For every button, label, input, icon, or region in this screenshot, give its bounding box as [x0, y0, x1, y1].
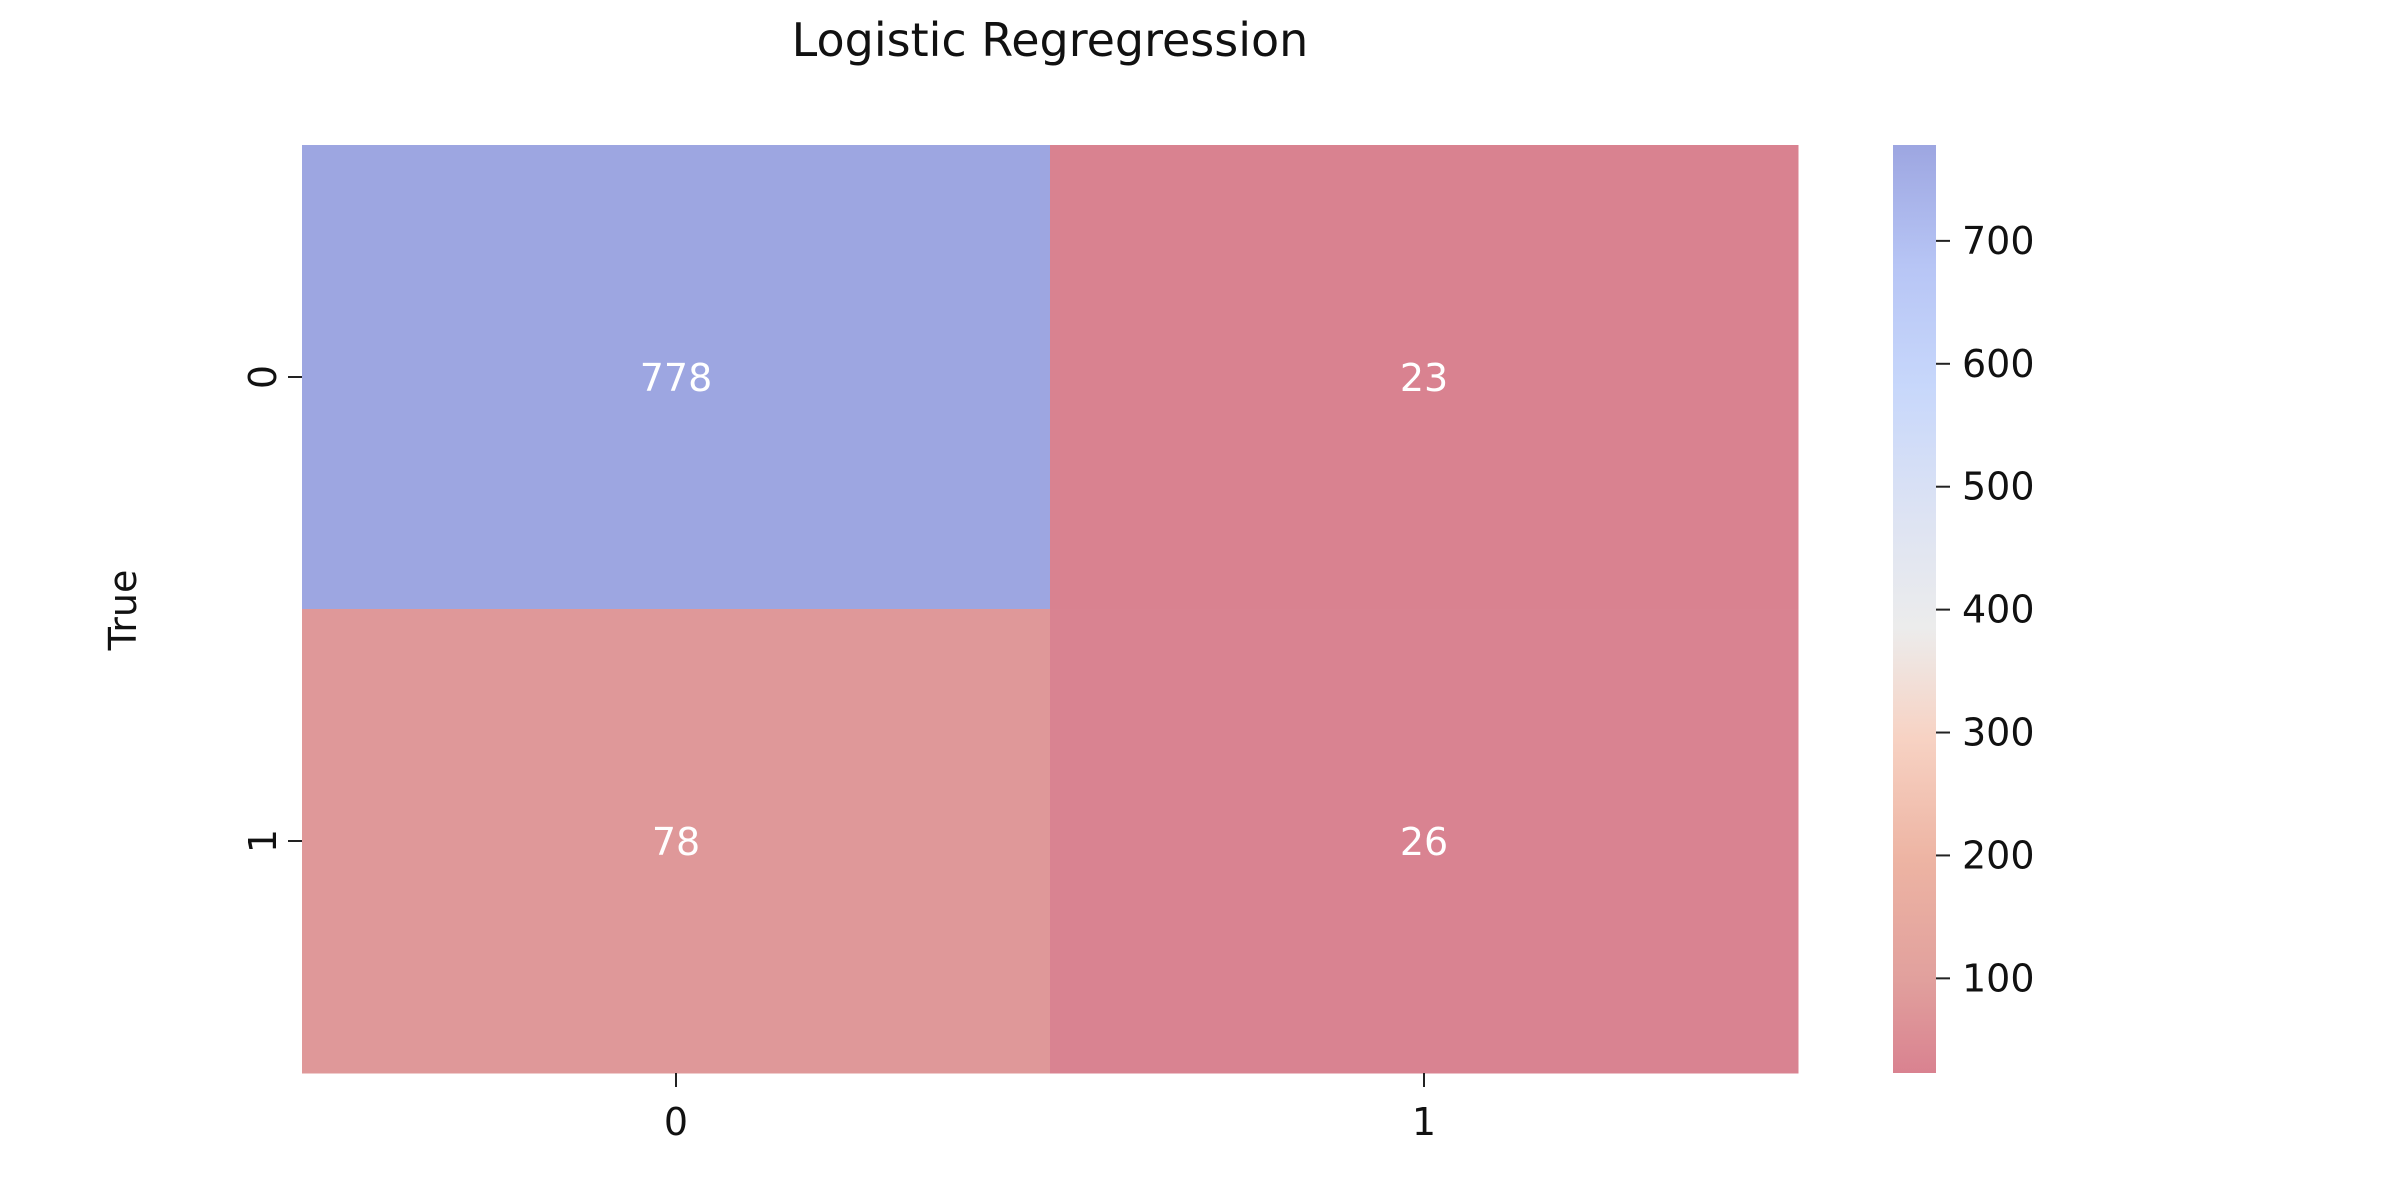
x-tick-label: 1	[1412, 1100, 1436, 1144]
colorbar-tick-label: 500	[1962, 465, 2035, 509]
heatmap-cells	[302, 145, 1799, 1074]
cell-value-label: 778	[640, 356, 713, 400]
cell-annotations: 778 23 78 26	[640, 356, 1448, 864]
colorbar-tick-label: 700	[1962, 219, 2035, 263]
heatmap-cell	[1050, 145, 1799, 610]
heatmap-cell	[1050, 609, 1799, 1074]
cell-value-label: 26	[1400, 820, 1448, 864]
cell-value-label: 78	[652, 820, 700, 864]
y-axis-ticks: 01	[241, 365, 302, 853]
colorbar-tick-label: 300	[1962, 711, 2035, 755]
y-axis-label: True	[101, 570, 145, 652]
chart-title: Logistic Regregression	[792, 13, 1309, 67]
colorbar-tick-label: 400	[1962, 588, 2035, 632]
y-tick-label: 1	[241, 829, 285, 853]
colorbar-ticks: 100 200 300 400 500 600 700	[1936, 219, 2035, 1000]
colorbar-tick-label: 600	[1962, 342, 2035, 386]
cell-value-label: 23	[1400, 356, 1448, 400]
colorbar-tick-label: 100	[1962, 956, 2035, 1000]
colorbar	[1893, 145, 1936, 1073]
x-tick-label: 0	[664, 1100, 688, 1144]
y-tick-label: 0	[241, 365, 285, 389]
heatmap-cell	[302, 145, 1051, 610]
heatmap-cell	[302, 609, 1051, 1074]
colorbar-tick-label: 200	[1962, 833, 2035, 877]
